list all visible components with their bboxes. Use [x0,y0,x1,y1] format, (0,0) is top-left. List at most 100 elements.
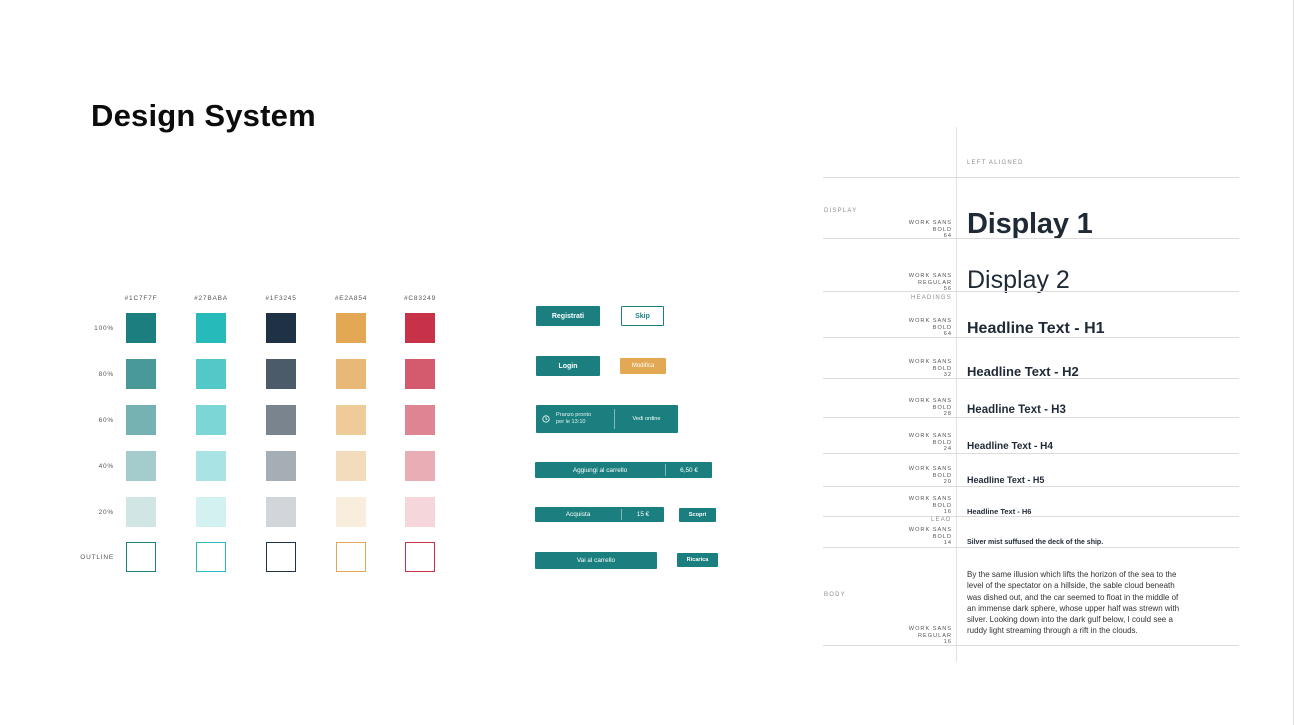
login-button[interactable]: Login [536,356,600,376]
font-size: 20 [943,479,952,486]
color-swatch [336,542,366,572]
page-title: Design System [91,98,316,133]
color-hex-label: #27BABA [194,295,228,302]
color-swatch [126,542,156,572]
color-swatch [196,405,226,435]
font-family: WORK SANS [908,466,952,472]
color-swatch [196,542,226,572]
font-weight: BOLD [932,439,952,446]
color-swatch [126,359,156,389]
divider [823,547,1239,548]
font-weight: BOLD [932,472,952,479]
font-weight: REGULAR [917,279,952,286]
font-weight: BOLD [932,533,952,540]
color-swatch [336,497,366,527]
color-swatch [266,451,296,481]
color-swatch [266,542,296,572]
font-family: WORK SANS [908,318,952,324]
section-body-label: BODY [824,592,846,598]
go-to-cart-button[interactable]: Vai al carrello [535,552,657,569]
display2-sample: Display 2 [967,266,1070,294]
add-to-cart-button[interactable]: Aggiungi al carrello 6,50 € [535,462,712,478]
registrati-button[interactable]: Registrati [536,306,600,326]
font-family: WORK SANS [908,220,952,226]
add-to-cart-price: 6,50 € [680,466,698,474]
tint-row-label: 40% [98,463,114,470]
body-sample: By the same illusion which lifts the hor… [967,570,1180,636]
font-size: 16 [943,639,952,646]
pickup-time-text: Pranzo pronto per le 13:10 [556,412,614,426]
purchase-price: 15 € [636,511,650,518]
color-swatch [126,497,156,527]
tint-row-label: 80% [98,371,114,378]
divider [823,516,1239,517]
color-swatch [405,405,435,435]
pickup-line-1: Pranzo pronto [556,412,592,418]
font-weight: BOLD [932,404,952,411]
section-display-label: DISPLAY [824,208,858,214]
h2-meta: WORK SANS BOLD 32 [880,359,952,379]
color-hex-label: #1C7F7F [124,295,158,302]
tint-row-label: OUTLINE [80,554,114,561]
color-swatch [336,313,366,343]
divider [823,486,1239,487]
purchase-button[interactable]: Acquista 15 € [535,507,664,522]
h4-sample: Headline Text - H4 [967,441,1053,452]
ricarica-button[interactable]: Ricarica [677,553,718,567]
clock-icon [536,405,556,433]
color-swatch [196,359,226,389]
tint-row-label: 60% [98,417,114,424]
divider [823,645,1239,646]
scopri-button[interactable]: Scopri [679,508,716,522]
font-weight: BOLD [932,502,952,509]
font-size: 56 [943,286,952,293]
h5-meta: WORK SANS BOLD 20 [880,466,952,486]
color-swatch [266,405,296,435]
color-swatch [196,451,226,481]
color-swatch [196,313,226,343]
tint-row-label: 100% [94,325,114,332]
lead-meta: WORK SANS BOLD 14 [880,527,952,547]
font-weight: BOLD [932,365,952,372]
order-status-button[interactable]: Pranzo pronto per le 13:10 Vedi ordine [536,405,678,433]
color-swatch [405,313,435,343]
divider [823,378,1239,379]
font-family: WORK SANS [908,433,952,439]
skip-button[interactable]: Skip [621,306,664,326]
h2-sample: Headline Text - H2 [967,364,1079,379]
h4-meta: WORK SANS BOLD 24 [880,433,952,453]
color-swatch [336,359,366,389]
section-lead-label: LEAD [931,517,952,523]
color-swatch [405,542,435,572]
h1-sample: Headline Text - H1 [967,320,1105,337]
h1-meta: WORK SANS BOLD 64 [880,318,952,338]
display1-sample: Display 1 [967,208,1093,240]
divider [823,291,1239,292]
divider [823,238,1239,239]
color-swatch [405,359,435,389]
divider [823,177,1239,178]
font-size: 14 [943,540,952,547]
alignment-label: LEFT ALIGNED [967,160,1024,166]
font-family: WORK SANS [908,273,952,279]
vedi-ordine-label: Vedi ordine [632,416,661,422]
body-meta: WORK SANS REGULAR 16 [880,626,952,646]
font-size: 32 [943,372,952,379]
color-swatch [196,497,226,527]
button-separator [621,509,622,520]
tint-row-label: 20% [98,509,114,516]
font-family: WORK SANS [908,359,952,365]
button-separator [665,464,666,476]
font-size: 16 [943,509,952,516]
h3-sample: Headline Text - H3 [967,404,1066,416]
h6-sample: Headline Text - H6 [967,507,1032,516]
color-swatch [126,313,156,343]
modifica-button[interactable]: Modifica [620,358,666,374]
font-family: WORK SANS [908,398,952,404]
divider [823,453,1239,454]
section-headings-label: HEADINGS [911,295,952,301]
font-weight: REGULAR [917,632,952,639]
font-size: 28 [943,411,952,418]
font-size: 24 [943,446,952,453]
font-family: WORK SANS [908,626,952,632]
